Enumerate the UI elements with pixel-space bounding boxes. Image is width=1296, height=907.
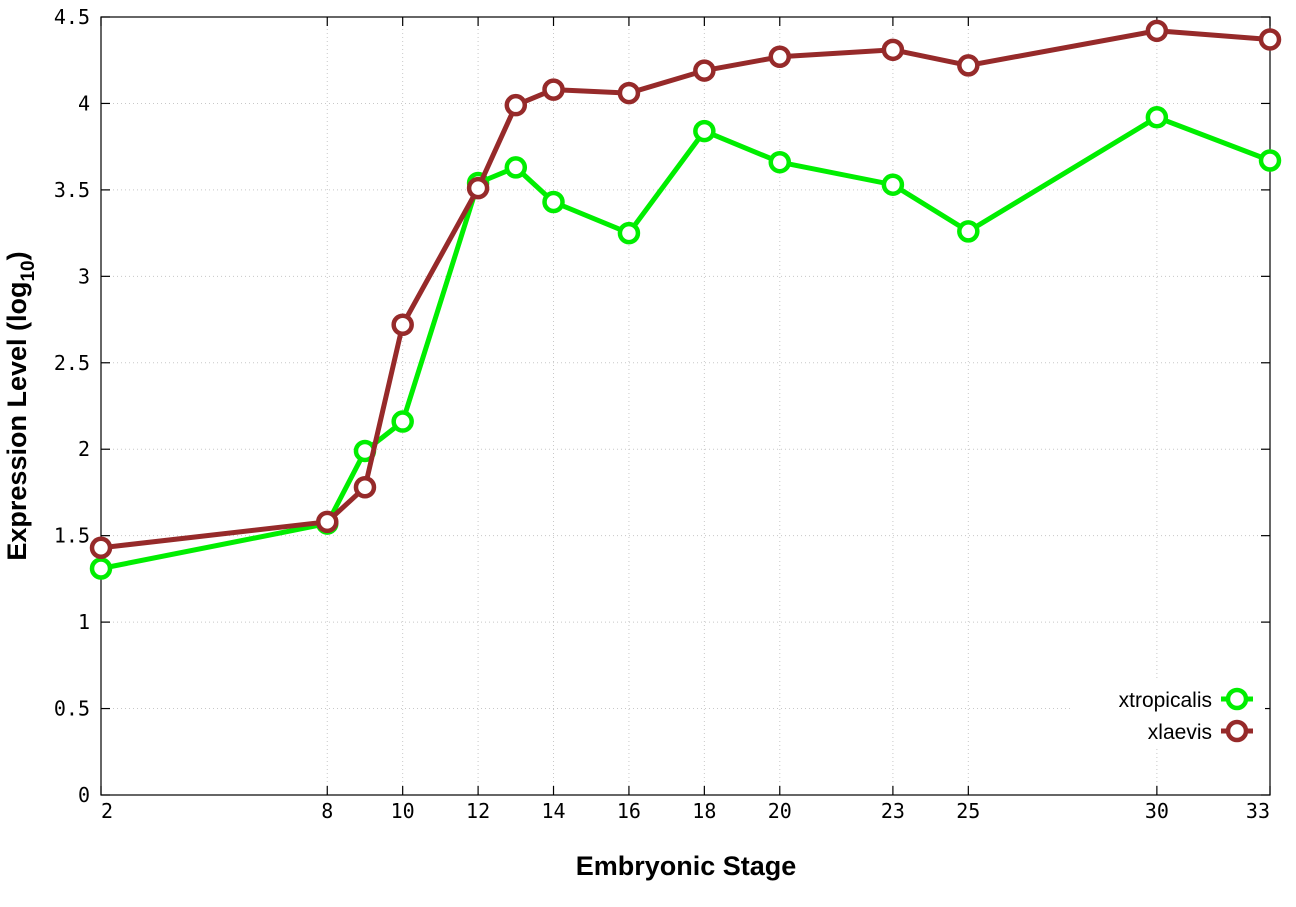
- data-point-xlaevis: [768, 45, 792, 69]
- y-tick-label: 1: [78, 610, 90, 634]
- series-line-xtropicalis: [100, 114, 1271, 571]
- data-point-xtropicalis: [1145, 106, 1169, 129]
- data-point-xlaevis: [1258, 28, 1282, 51]
- data-point-xlaevis: [881, 38, 905, 62]
- series-xlaevis: [89, 19, 1282, 560]
- y-tick-label: 4.5: [54, 5, 90, 29]
- data-point-xlaevis: [957, 54, 980, 77]
- data-point-xlaevis: [466, 176, 490, 200]
- data-point-xlaevis: [316, 510, 339, 534]
- series-layer: [89, 19, 1282, 580]
- data-point-xtropicalis: [881, 173, 905, 196]
- data-point-xtropicalis: [504, 156, 528, 179]
- x-tick-labels: 2 8 10 12 14 16 18 20 23 25 30 33: [101, 799, 1270, 823]
- y-tick-labels: 0 0.5 1 1.5 2 2.5 3 3.5 4 4.5: [54, 5, 90, 807]
- data-point-xtropicalis: [1258, 149, 1282, 172]
- data-point-xlaevis: [617, 81, 641, 105]
- y-tick-label: 2.5: [54, 351, 90, 375]
- y-tick-label: 0.5: [54, 697, 90, 721]
- data-point-xlaevis: [391, 313, 414, 336]
- x-tick-label: 10: [391, 799, 415, 823]
- data-point-xtropicalis: [542, 190, 565, 214]
- data-point-xtropicalis: [89, 557, 113, 580]
- legend: xtropicalis xlaevis: [1070, 680, 1265, 746]
- x-tick-label: 33: [1246, 799, 1270, 823]
- x-tick-label: 16: [617, 799, 641, 823]
- data-point-xtropicalis: [693, 119, 716, 143]
- data-point-xlaevis: [504, 93, 528, 117]
- y-tick-label: 0: [78, 783, 90, 807]
- x-axis-label: Embryonic Stage: [576, 851, 797, 881]
- data-point-xtropicalis: [391, 410, 414, 433]
- y-tick-label: 2: [78, 437, 90, 461]
- legend-swatch-marker: [1225, 687, 1249, 711]
- x-tick-label: 18: [692, 799, 716, 823]
- legend-swatch-marker: [1225, 719, 1249, 743]
- x-tick-label: 8: [321, 799, 333, 823]
- y-tick-label: 3.5: [54, 178, 90, 202]
- x-tick-label: 23: [881, 799, 905, 823]
- data-point-xlaevis: [693, 59, 716, 82]
- y-axis-label-suffix: ): [2, 251, 32, 260]
- axis-ticks: [100, 16, 1271, 796]
- y-axis-label-subscript: 10: [18, 260, 39, 281]
- data-point-xlaevis: [1145, 19, 1169, 43]
- x-tick-label: 20: [768, 799, 792, 823]
- y-axis-label-main: Expression Level (log: [2, 282, 32, 561]
- data-point-xtropicalis: [768, 150, 792, 174]
- x-tick-label: 25: [956, 799, 980, 823]
- y-tick-label: 3: [78, 264, 90, 288]
- x-tick-label: 2: [101, 799, 113, 823]
- series-line-xlaevis: [100, 28, 1271, 551]
- x-tick-label: 12: [466, 799, 490, 823]
- y-tick-label: 1.5: [54, 524, 90, 548]
- data-point-xtropicalis: [617, 221, 641, 245]
- plot-frame: [100, 16, 1271, 796]
- legend-label: xtropicalis: [1119, 689, 1212, 712]
- y-axis-label: Expression Level (log10): [2, 251, 39, 560]
- data-point-xlaevis: [353, 476, 377, 499]
- legend-label: xlaevis: [1148, 721, 1212, 744]
- data-point-xtropicalis: [957, 220, 980, 243]
- data-point-xlaevis: [542, 78, 565, 101]
- x-tick-label: 30: [1145, 799, 1169, 823]
- y-tick-label: 4: [78, 91, 90, 115]
- data-point-xlaevis: [89, 536, 113, 560]
- series-xtropicalis: [89, 106, 1282, 580]
- grid-lines: [101, 17, 1270, 795]
- x-tick-label: 14: [541, 799, 565, 823]
